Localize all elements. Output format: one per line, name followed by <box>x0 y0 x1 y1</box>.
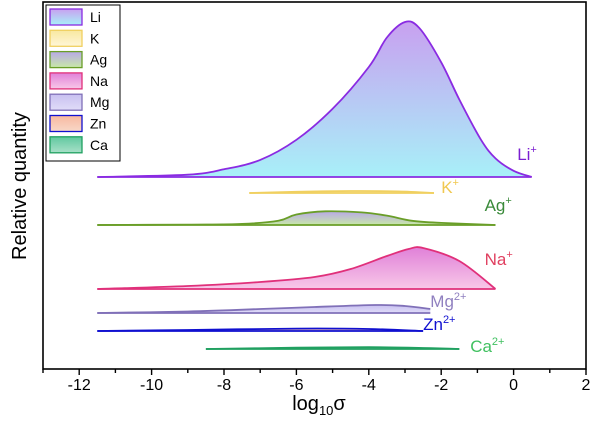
legend-swatch-li <box>49 8 83 26</box>
series-zn: Zn2+ <box>97 314 455 334</box>
x-tick-label: 2 <box>582 377 591 394</box>
series-label-zn: Zn2+ <box>423 314 455 334</box>
series-label-li: Li+ <box>517 144 537 164</box>
series-label-charge: + <box>505 195 511 207</box>
area-na <box>97 247 496 289</box>
series-label-text: Li <box>517 145 530 164</box>
x-axis-label-tail: σ <box>333 393 346 415</box>
series-label-charge: 2+ <box>443 314 456 326</box>
x-tick-label: 0 <box>509 377 518 394</box>
series-label-text: K <box>441 178 453 197</box>
series-ag: Ag+ <box>97 195 512 226</box>
legend: Li K Ag Na Mg Zn Ca <box>45 4 121 162</box>
legend-label-mg: Mg <box>90 94 109 110</box>
series-label-text: Na <box>485 250 507 269</box>
ridges: Li+K+Ag+Na+Mg2+Zn2+Ca2+ <box>97 20 537 356</box>
series-label-text: Ag <box>485 196 506 215</box>
series-label-text: Mg <box>430 292 454 311</box>
series-label-ca: Ca2+ <box>470 336 504 356</box>
series-na: Na+ <box>97 246 513 290</box>
series-label-na: Na+ <box>485 249 513 269</box>
x-tick-label: -10 <box>140 377 163 394</box>
legend-label-li: Li <box>90 9 101 25</box>
x-tick-label: -2 <box>434 377 448 394</box>
series-label-ag: Ag+ <box>485 195 512 215</box>
series-ca: Ca2+ <box>205 336 504 356</box>
legend-swatch-na <box>49 72 83 90</box>
x-axis-label: log10σ <box>292 393 346 418</box>
series-label-k: K+ <box>441 177 459 197</box>
legend-swatch-ag <box>49 50 83 69</box>
legend-swatch-zn <box>49 114 83 133</box>
x-tick-label: -12 <box>68 377 91 394</box>
legend-label-zn: Zn <box>90 116 106 132</box>
legend-label-k: K <box>90 30 100 46</box>
x-axis: -12 -10 -8 -6 -4 -2 0 2 <box>42 369 591 394</box>
legend-label-na: Na <box>90 73 108 89</box>
x-tick-label: -8 <box>217 377 231 394</box>
series-label-text: Ca <box>470 337 492 356</box>
series-label-charge: + <box>506 249 512 261</box>
series-label-text: Zn <box>423 315 443 334</box>
legend-swatch-ca <box>49 136 83 154</box>
ridge-line-na <box>97 246 497 290</box>
series-label-mg: Mg2+ <box>430 291 466 311</box>
series-mg: Mg2+ <box>97 291 466 314</box>
plot-frame <box>42 1 587 370</box>
legend-label-ag: Ag <box>90 52 107 68</box>
series-label-charge: 2+ <box>492 336 505 348</box>
ridge-line-mg <box>97 304 431 314</box>
series-k: K+ <box>249 177 459 197</box>
legend-swatch-mg <box>49 93 83 111</box>
series-li: Li+ <box>97 20 537 178</box>
series-label-charge: + <box>453 177 459 189</box>
legend-swatch-k <box>49 29 83 47</box>
legend-label-ca: Ca <box>90 137 108 153</box>
series-label-charge: 2+ <box>454 291 467 303</box>
y-axis-label: Relative quantity <box>9 112 31 260</box>
ridge-line-li <box>97 20 532 178</box>
x-axis-label-subscript: 10 <box>319 403 333 418</box>
area-ag <box>97 211 496 225</box>
x-axis-label-base: log <box>292 393 319 415</box>
x-tick-label: -6 <box>289 377 303 394</box>
area-li <box>97 21 532 178</box>
series-label-charge: + <box>530 144 536 156</box>
x-tick-label: -4 <box>362 377 376 394</box>
